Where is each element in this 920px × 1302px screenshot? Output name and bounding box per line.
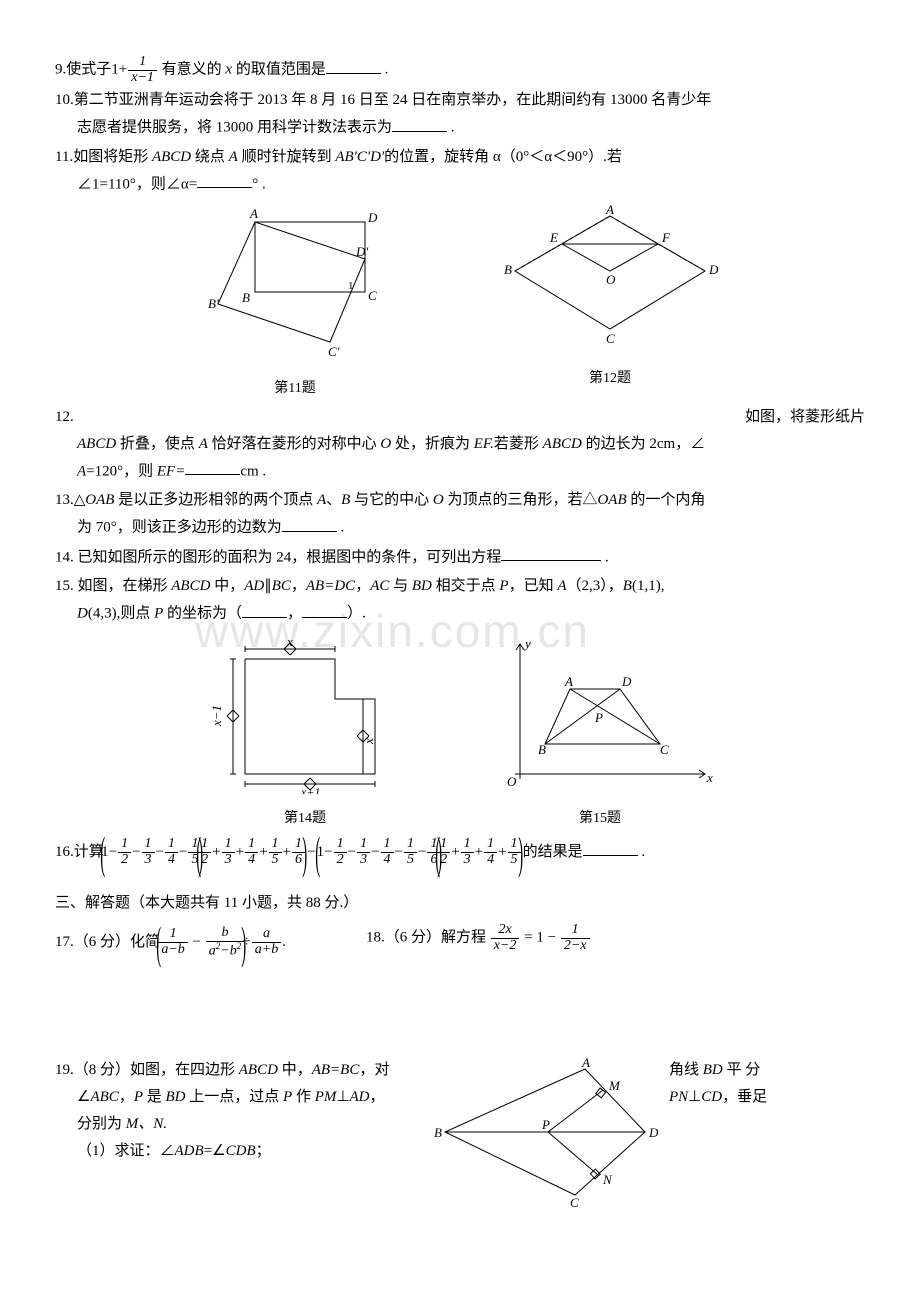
svg-text:B: B	[538, 742, 546, 757]
q9-mid: 有意义的	[162, 62, 226, 78]
q9-prefix: 9.使式子	[55, 62, 111, 78]
fig15-svg: A D B C P O x y	[485, 634, 715, 794]
q13-line1: 13.△OAB 是以正多边形相邻的两个顶点 A、B 与它的中心 O 为顶点的三角…	[55, 487, 865, 514]
q15: 15. 如图，在梯形 ABCD 中，AD∥BC，AB=DC，AC 与 BD 相交…	[55, 573, 865, 628]
spacer	[55, 962, 865, 1057]
q9-end: .	[381, 62, 389, 78]
svg-text:B: B	[504, 262, 512, 277]
q10-end: .	[447, 120, 455, 136]
svg-text:D: D	[648, 1125, 659, 1140]
fig11-svg: A D B C B' C' D' 1	[200, 204, 390, 364]
q15-blank1	[242, 600, 287, 618]
fig12-svg: A B C D E F O	[500, 204, 720, 354]
svg-text:E: E	[549, 230, 558, 245]
q10-blank	[392, 114, 447, 132]
svg-text:D': D'	[355, 244, 368, 259]
q13-line2: 为 70°，则该正多边形的边数为 .	[55, 514, 865, 542]
q9-frac: 1x−1	[128, 55, 157, 85]
q19: 19.（8 分）如图，在四边形 ABCD 中，AB=BC，对 ∠ABC，P 是 …	[55, 1057, 865, 1217]
q13-blank	[282, 514, 337, 532]
svg-text:C: C	[660, 742, 669, 757]
svg-text:N: N	[602, 1172, 613, 1187]
svg-text:C: C	[606, 331, 615, 346]
svg-text:x−1: x−1	[209, 705, 224, 727]
q13: 13.△OAB 是以正多边形相邻的两个顶点 A、B 与它的中心 O 为顶点的三角…	[55, 487, 865, 542]
fig14-col: x x−1 x x+1 第14题	[205, 634, 405, 831]
svg-text:A: A	[605, 204, 614, 217]
q17-q18-row: 17.（6 分）化简(1a−b − ba2−b2)÷aa+b. 18.（6 分）…	[55, 923, 865, 962]
q11-line1: 11.如图将矩形 ABCD 绕点 A 顺时针旋转到 AB'C'D'的位置，旋转角…	[55, 144, 865, 171]
q12-tail: 如图，将菱形纸片	[745, 404, 865, 431]
svg-text:O: O	[606, 272, 616, 287]
fig-row-11-12: A D B C B' C' D' 1 第11题 A B C D E F O	[55, 204, 865, 401]
q15-line1: 15. 如图，在梯形 ABCD 中，AD∥BC，AB=DC，AC 与 BD 相交…	[55, 573, 865, 600]
svg-text:P: P	[594, 710, 603, 725]
q19-right: 角线 BD 平 分 PN⊥CD，垂足	[665, 1057, 865, 1111]
q10: 10.第二节亚洲青年运动会将于 2013 年 8 月 16 日至 24 日在南京…	[55, 87, 865, 142]
page-content: 9.使式子1+1x−1 有意义的 x 的取值范围是 . 10.第二节亚洲青年运动…	[55, 55, 865, 1217]
svg-text:A: A	[249, 206, 258, 221]
svg-text:B: B	[434, 1125, 442, 1140]
q10-line2: 志愿者提供服务，将 13000 用科学计数法表示为	[77, 120, 392, 136]
q16-blank	[583, 838, 638, 856]
svg-text:B': B'	[208, 296, 219, 311]
svg-text:C: C	[570, 1195, 579, 1207]
svg-text:D: D	[621, 674, 632, 689]
q10-line1: 10.第二节亚洲青年运动会将于 2013 年 8 月 16 日至 24 日在南京…	[55, 87, 865, 114]
q9-after: 的取值范围是	[232, 62, 326, 78]
fig12-col: A B C D E F O 第12题	[500, 204, 720, 401]
svg-text:A: A	[564, 674, 573, 689]
q14-blank	[501, 544, 601, 562]
q18: 18.（6 分）解方程 2xx−2 = 1 − 12−x	[366, 923, 591, 962]
q16: 16.计算(1−12−13−14−15)(12+13+14+15+16) − (…	[55, 833, 865, 872]
fig12-caption: 第12题	[500, 366, 720, 391]
fig11-col: A D B C B' C' D' 1 第11题	[200, 204, 390, 401]
fig19-svg: A B C D P M N	[430, 1057, 665, 1207]
q19-left: 19.（8 分）如图，在四边形 ABCD 中，AB=BC，对 ∠ABC，P 是 …	[55, 1057, 430, 1165]
svg-text:P: P	[541, 1117, 550, 1132]
q12-line3: A=120°，则 EF=cm .	[55, 458, 865, 486]
svg-text:C': C'	[328, 344, 340, 359]
svg-text:A: A	[581, 1057, 590, 1070]
q12-blank	[185, 458, 240, 476]
q11: 11.如图将矩形 ABCD 绕点 A 顺时针旋转到 AB'C'D'的位置，旋转角…	[55, 144, 865, 199]
q9-lead: 1+	[111, 62, 127, 78]
q12-line2: ABCD 折叠，使点 A 恰好落在菱形的对称中心 O 处，折痕为 EF.若菱形 …	[55, 431, 865, 458]
section-3-title: 三、解答题（本大题共有 11 小题，共 88 分.）	[55, 890, 865, 917]
fig15-col: A D B C P O x y 第15题	[485, 634, 715, 831]
svg-text:D: D	[367, 210, 378, 225]
svg-text:x: x	[286, 634, 293, 649]
svg-text:y: y	[523, 636, 531, 651]
q9: 9.使式子1+1x−1 有意义的 x 的取值范围是 .	[55, 55, 865, 85]
q14: 14. 已知如图所示的图形的面积为 24，根据图中的条件，可列出方程 .	[55, 544, 865, 572]
svg-text:x: x	[361, 738, 376, 745]
svg-text:B: B	[242, 290, 250, 305]
q19-figure: A B C D P M N	[430, 1057, 665, 1217]
q15-blank2	[302, 600, 347, 618]
q12: 12. 如图，将菱形纸片 ABCD 折叠，使点 A 恰好落在菱形的对称中心 O …	[55, 404, 865, 486]
svg-text:F: F	[661, 230, 671, 245]
svg-text:1: 1	[348, 280, 354, 292]
svg-text:x: x	[706, 770, 713, 785]
svg-text:D: D	[708, 262, 719, 277]
fig14-svg: x x−1 x x+1	[205, 634, 405, 794]
fig-row-14-15: x x−1 x x+1 第14题 A D B C P O x y 第15题	[55, 634, 865, 831]
q9-blank	[326, 56, 381, 74]
svg-text:O: O	[507, 774, 517, 789]
q17: 17.（6 分）化简(1a−b − ba2−b2)÷aa+b.	[55, 923, 286, 962]
q12-lead: 12.	[55, 404, 74, 431]
svg-text:C: C	[368, 288, 377, 303]
q15-line2: D(4,3),则点 P 的坐标为（，）.	[55, 600, 865, 628]
q11-blank	[197, 171, 252, 189]
svg-text:x+1: x+1	[300, 785, 320, 794]
q10-line2-wrap: 志愿者提供服务，将 13000 用科学计数法表示为 .	[55, 114, 865, 142]
svg-text:M: M	[608, 1078, 621, 1093]
q11-line2: ∠1=110°，则∠α=° .	[55, 171, 865, 199]
fig11-caption: 第11题	[200, 376, 390, 401]
